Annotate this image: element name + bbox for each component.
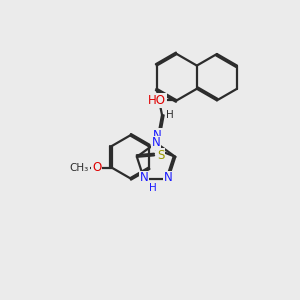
Text: N: N	[152, 136, 161, 149]
Text: N: N	[153, 129, 162, 142]
Text: H: H	[148, 183, 156, 193]
Text: N: N	[164, 171, 172, 184]
Text: N: N	[140, 171, 148, 184]
Text: HO: HO	[148, 94, 166, 107]
Text: H: H	[167, 110, 174, 120]
Text: S: S	[157, 149, 164, 162]
Text: O: O	[92, 161, 101, 174]
Text: CH₃: CH₃	[70, 163, 89, 172]
